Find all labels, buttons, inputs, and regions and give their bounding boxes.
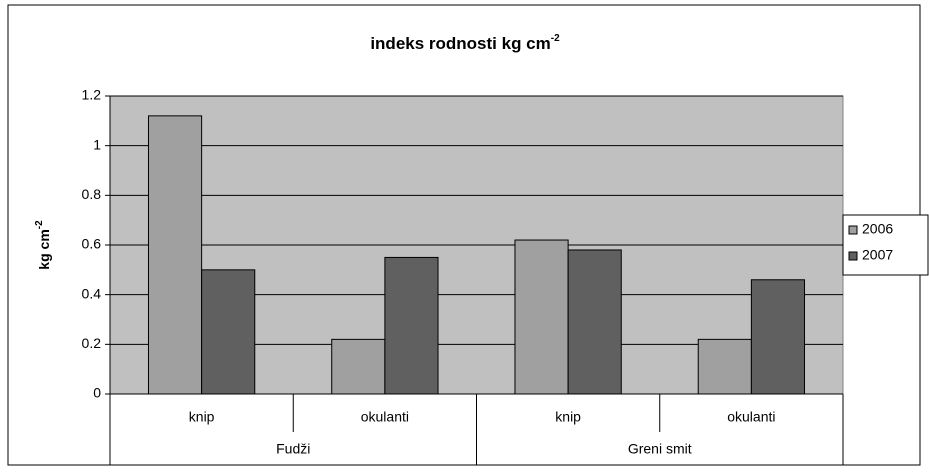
- bar: [331, 338, 386, 395]
- y-tick-label: 0: [93, 385, 101, 401]
- y-axis-label: kg cm-2: [34, 220, 52, 270]
- x-tick-label: knip: [189, 409, 215, 425]
- bar: [750, 279, 806, 395]
- y-tick-label: 1.2: [82, 87, 102, 103]
- legend-label: 2006: [862, 221, 893, 237]
- legend-swatch: [848, 251, 858, 261]
- legend-box: [842, 214, 929, 276]
- legend-label: 2007: [862, 247, 893, 263]
- x-tick-label: okulanti: [361, 409, 409, 425]
- x-tick-label: okulanti: [727, 409, 775, 425]
- chart-title: indeks rodnosti kg cm-2: [370, 33, 560, 54]
- bar: [567, 249, 622, 395]
- y-tick-label: 0.2: [82, 335, 102, 351]
- y-axis-label-text: kg cm: [36, 229, 52, 269]
- y-tick-label: 0.6: [82, 236, 102, 252]
- chart-title-text: indeks rodnosti kg cm: [370, 34, 550, 53]
- bar: [697, 338, 752, 395]
- group-label: Fudži: [276, 441, 310, 457]
- bar: [201, 269, 256, 395]
- x-tick-label: knip: [555, 409, 581, 425]
- group-label: Greni smit: [628, 441, 692, 457]
- y-axis-label-superscript: -2: [34, 220, 45, 229]
- y-tick-label: 1: [93, 136, 101, 152]
- bar: [384, 256, 439, 395]
- bar: [147, 115, 203, 395]
- chart-title-superscript: -2: [551, 33, 560, 44]
- legend-swatch: [848, 225, 858, 235]
- y-tick-label: 0.8: [82, 186, 102, 202]
- bar: [514, 239, 569, 395]
- y-tick-label: 0.4: [82, 285, 102, 301]
